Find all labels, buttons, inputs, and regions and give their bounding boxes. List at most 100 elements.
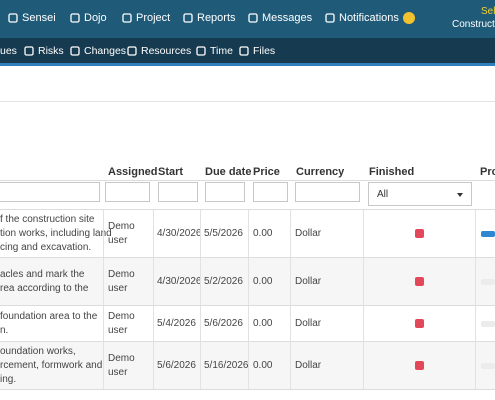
row-border [0,305,495,306]
progress-bar [481,231,495,237]
progress-bar [481,363,495,369]
icon [325,13,335,23]
icon [70,13,80,23]
filter-select-text: All [377,189,389,200]
finished-checkbox[interactable] [415,229,424,238]
nav-link-text: Sensei [22,12,56,24]
subnav-link[interactable]: Resources [127,45,191,57]
task-description: oundation works, rcement, formwork and i… [0,346,103,385]
filter-border [0,209,495,210]
table-row: foundation area to the n. Demo user 5/4/20… [0,306,495,342]
icon-shape [24,46,34,56]
filter-input[interactable] [253,182,288,202]
subnav-link[interactable]: Changes [70,45,126,57]
column-border [248,210,249,258]
filter-input[interactable] [105,182,150,202]
icon-shape [239,46,249,56]
start-date: 5/6/2026 [157,360,196,371]
icon [248,13,258,23]
column-border [290,306,291,342]
icon [24,46,34,56]
table-row: acles and mark the rea according to the D… [0,258,495,306]
column-header: Assigned [108,166,158,178]
icon [70,46,80,56]
subnav-link[interactable]: ues [0,45,17,57]
subnav-link-text: Changes [84,45,127,57]
column-border [363,342,364,390]
nav-link-text: Reports [197,12,236,24]
column-border [200,210,201,258]
subnav-link[interactable]: Files [239,45,275,57]
column-border [363,258,364,306]
column-border [200,306,201,342]
nav-link-text: Dojo [84,12,107,24]
user-select[interactable]: Sele [481,6,495,17]
price: 0.00 [253,276,273,287]
finished-checkbox[interactable] [415,361,424,370]
row-border [0,389,495,390]
column-border [363,210,364,258]
subnav-link-text: Files [253,45,276,57]
column-border [200,258,201,306]
filter-input[interactable] [158,182,198,202]
nav-underline [0,63,495,66]
filter-input[interactable] [205,182,245,202]
nav-link-text: Messages [262,12,313,24]
finished-checkbox[interactable] [415,319,424,328]
column-header: Currency [296,166,345,178]
table-row: oundation works, rcement, formwork and i… [0,342,495,390]
nav-link[interactable]: Sensei [8,12,56,24]
nav-link[interactable]: Notifications [325,12,415,24]
table-row: f the construction site tion works, incl… [0,210,495,258]
column-header: Due date [205,166,252,178]
nav-link[interactable]: Dojo [70,12,107,24]
select-arrow [457,193,463,197]
column-border [153,258,154,306]
nav-link-text: Project [136,12,171,24]
nav-link[interactable]: Reports [183,12,236,24]
column-header: Price [253,166,280,178]
column-border [363,306,364,342]
nav-link-text: Notifications [339,12,399,24]
column-border [290,258,291,306]
filter-input[interactable] [295,182,360,202]
task-description: acles and mark the rea according to the [0,269,89,294]
icon-shape [127,46,137,56]
row-border [0,341,495,342]
header-border [0,180,495,181]
column-border [153,210,154,258]
finished-checkbox[interactable] [415,277,424,286]
icon [127,46,137,56]
price: 0.00 [253,228,273,239]
column-border [248,342,249,390]
assigned-user: Demo user [108,311,135,336]
due-date: 5/6/2026 [204,318,243,329]
column-border [153,342,154,390]
progress-bar [481,279,495,285]
column-border [153,306,154,342]
column-border [248,258,249,306]
subnav-link[interactable]: Time [196,45,233,57]
filter-select[interactable]: All [368,182,472,206]
icon-shape [122,13,132,23]
price: 0.00 [253,360,273,371]
subnav-link-text: Resources [141,45,192,57]
due-date: 5/2/2026 [204,276,243,287]
nav-link[interactable]: Project [122,12,170,24]
currency: Dollar [295,360,322,371]
assigned-user: Demo user [108,353,135,378]
icon-shape [70,46,80,56]
nav-link[interactable]: Messages [248,12,312,24]
start-date: 4/30/2026 [157,276,202,287]
column-border [103,258,104,306]
filter-input[interactable] [0,182,100,202]
subnav-link-text: Time [210,45,233,57]
column-border [475,210,476,258]
column-border [103,210,104,258]
icon-shape [248,13,258,23]
subnav-link[interactable]: Risks [24,45,64,57]
column-border [103,306,104,342]
column-border [290,210,291,258]
currency: Dollar [295,228,322,239]
due-date: 5/5/2026 [204,228,243,239]
